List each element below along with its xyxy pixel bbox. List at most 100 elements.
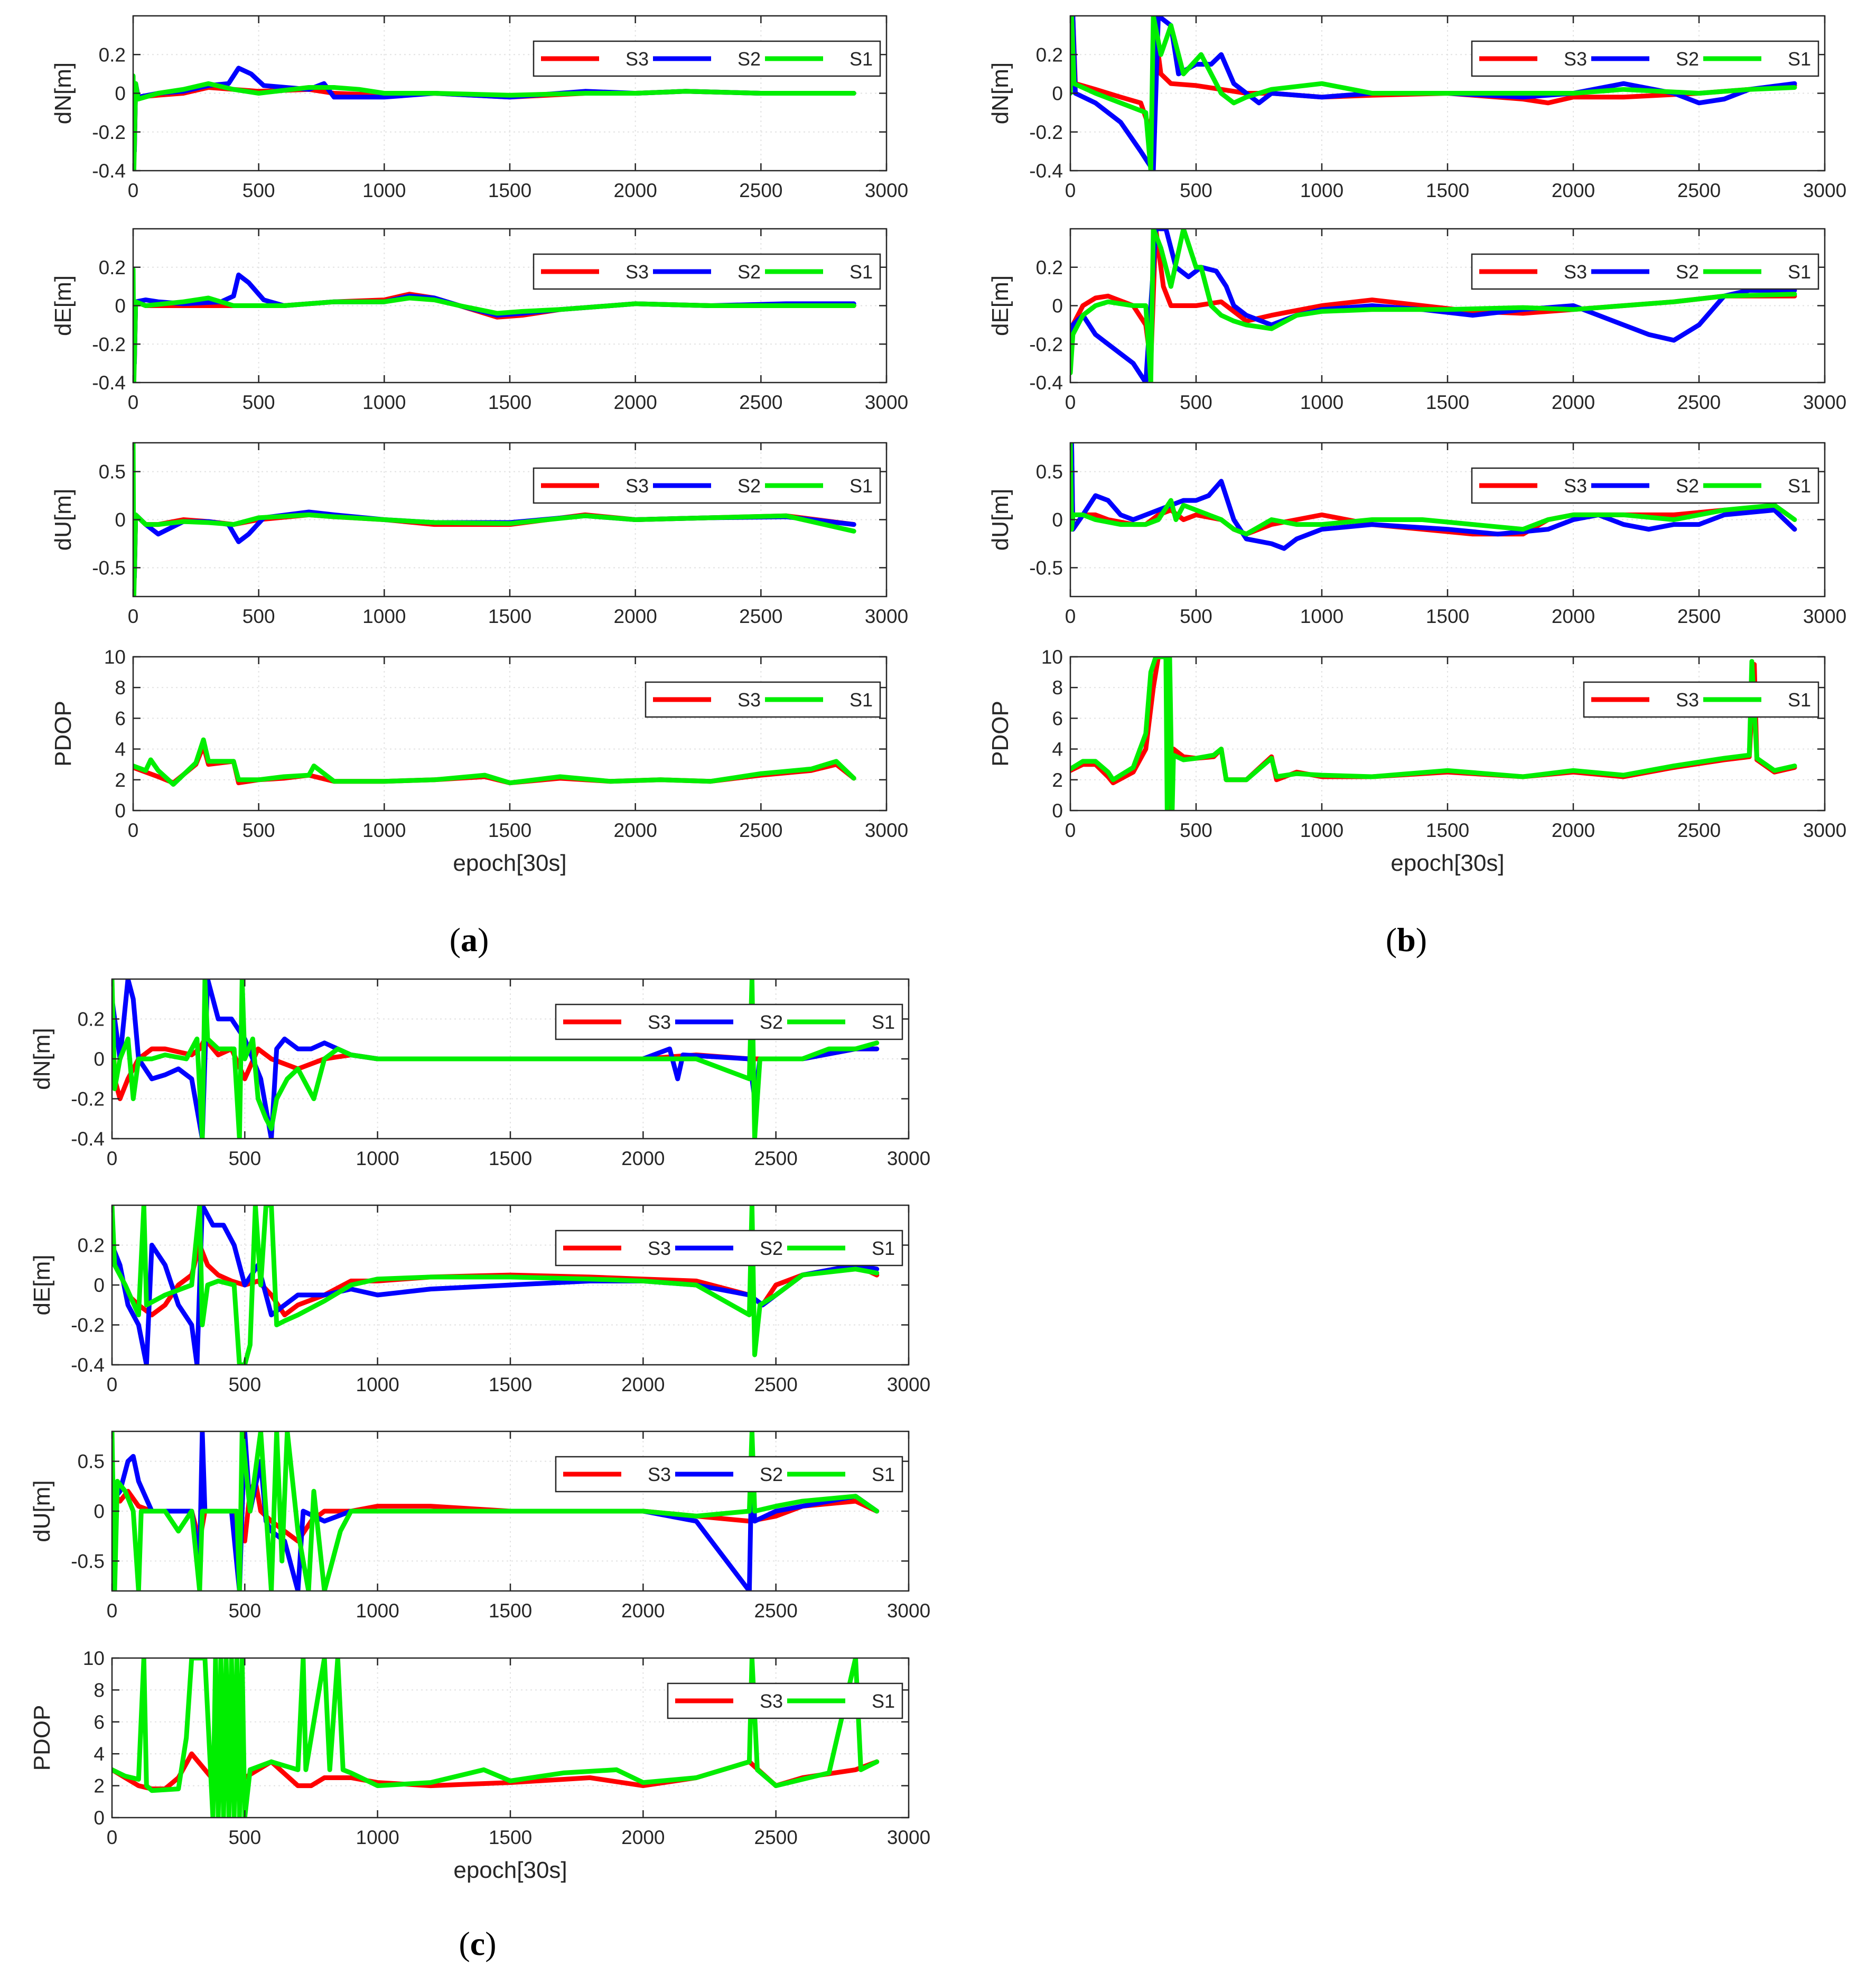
series-line-s2 (112, 1205, 880, 1365)
x-tick-label: 3000 (887, 1600, 930, 1622)
legend-label-s2: S2 (738, 475, 761, 497)
legend-label-s3: S3 (760, 1690, 783, 1712)
series-group (112, 1431, 880, 1591)
x-tick-label: 2000 (614, 606, 657, 627)
series-line-s2 (112, 979, 880, 1139)
x-tick-label: 1500 (1426, 392, 1469, 413)
series-group (133, 266, 856, 383)
legend-label-s1: S1 (1788, 261, 1811, 283)
legend-label-s3: S3 (626, 261, 649, 283)
y-tick-label: 2 (115, 769, 126, 791)
series-line-s1 (1070, 16, 1797, 171)
series-group (133, 443, 856, 597)
legend-label-s3: S3 (648, 1237, 671, 1259)
x-tick-label: 3000 (887, 1148, 930, 1169)
y-tick-label: -0.4 (92, 372, 126, 394)
x-tick-label: 2000 (1552, 820, 1595, 841)
x-tick-label: 0 (128, 180, 139, 201)
x-tick-label: 1000 (362, 606, 406, 627)
y-tick-label: 0 (94, 1807, 105, 1829)
y-tick-label: 0 (94, 1274, 105, 1296)
series-group (1070, 657, 1797, 811)
x-tick-label: 2000 (1552, 606, 1595, 627)
y-tick-label: 0.2 (99, 44, 126, 66)
y-tick-label: -0.4 (71, 1128, 105, 1150)
legend: S3 S2 S1 (555, 1456, 903, 1493)
x-tick-label: 2000 (614, 180, 657, 201)
caption-open-paren: ( (450, 921, 461, 958)
y-tick-label: 0 (115, 509, 126, 531)
caption-close-paren: ) (485, 1925, 496, 1962)
subplot-pdop: 0 500 1000 1500 2000 2500 3000 0 2 4 6 8 10 PDOP epoch… (29, 1647, 930, 1883)
x-tick-label: 500 (228, 1374, 261, 1395)
series-group (112, 1658, 880, 1818)
x-tick-label: 1000 (362, 392, 406, 413)
x-tick-label: 1000 (1300, 820, 1343, 841)
legend-label-s1: S1 (872, 1690, 895, 1712)
x-tick-label: 500 (242, 180, 275, 201)
y-axis-label: dE[m] (29, 1255, 55, 1316)
y-tick-label: -0.2 (71, 1088, 105, 1110)
legend-box (645, 681, 881, 718)
x-axis-label: epoch[30s] (1390, 850, 1504, 876)
y-axis-label: PDOP (29, 1705, 55, 1771)
x-tick-label: 1000 (356, 1600, 399, 1622)
legend-label-s1: S1 (850, 689, 873, 711)
subplot-dum: 0 500 1000 1500 2000 2500 3000-0.500.5dU[m]S3 S… (29, 1430, 930, 1622)
legend: S3 S2 S1 (533, 253, 881, 290)
y-tick-label: 0.2 (78, 1235, 105, 1256)
subplot-dem: 0 500 1000 1500 2000 2500 3000 -0.4 -0.2 0 0.2 dE[m… (987, 228, 1846, 413)
legend-label-s1: S1 (872, 1237, 895, 1259)
legend-label-s2: S2 (738, 48, 761, 70)
legend-label-s2: S2 (1676, 475, 1699, 497)
caption-close-paren: ) (478, 921, 489, 958)
caption-open-paren: ( (1386, 921, 1397, 958)
x-tick-label: 2000 (614, 392, 657, 413)
y-tick-label: -0.4 (92, 160, 126, 182)
y-tick-label: 10 (83, 1647, 105, 1669)
legend: S3 S1 (667, 1682, 903, 1719)
x-tick-label: 1500 (1426, 180, 1469, 201)
x-tick-label: 2500 (1677, 820, 1721, 841)
y-tick-label: 0.5 (1036, 461, 1063, 483)
y-tick-label: 0.5 (78, 1451, 105, 1473)
series-line-s1 (112, 979, 880, 1139)
legend-label-s1: S1 (872, 1011, 895, 1033)
x-tick-label: 500 (1180, 392, 1212, 413)
subplot-dum: 0 500 1000 1500 2000 2500 3000-0.500.5dU[m]S3 S… (987, 442, 1846, 627)
y-axis-label: dU[m] (29, 1480, 55, 1542)
subplot-dnm: 0 500 1000 1500 2000 2500 3000 -0.4 -0.2 0 0.2 dN[m… (987, 15, 1846, 201)
legend: S3 S2 S1 (1471, 40, 1819, 77)
x-tick-label: 0 (128, 606, 139, 627)
y-tick-label: 4 (1052, 739, 1063, 760)
y-axis-label: PDOP (50, 701, 76, 767)
series-line-s1 (133, 443, 856, 597)
x-tick-label: 2500 (754, 1148, 798, 1169)
y-tick-label: 0 (115, 800, 126, 822)
legend-label-s1: S1 (1788, 48, 1811, 70)
y-tick-label: 8 (94, 1679, 105, 1701)
x-tick-label: 2500 (754, 1600, 798, 1622)
series-group (1070, 443, 1797, 551)
x-tick-label: 2500 (739, 180, 782, 201)
x-tick-label: 2500 (1677, 606, 1721, 627)
y-tick-label: 0 (1052, 509, 1063, 531)
legend-label-s1: S1 (850, 261, 873, 283)
legend: S3 S2 S1 (555, 1230, 903, 1267)
y-axis-label: dE[m] (987, 275, 1013, 336)
x-tick-label: 3000 (865, 820, 908, 841)
x-tick-label: 1000 (1300, 180, 1343, 201)
series-line-s1 (1070, 229, 1797, 383)
legend-label-s2: S2 (1676, 48, 1699, 70)
x-tick-label: 0 (128, 820, 139, 841)
x-tick-label: 1500 (1426, 606, 1469, 627)
y-tick-label: 0.2 (1036, 44, 1063, 66)
x-tick-label: 0 (128, 392, 139, 413)
panel-caption: (c) (459, 1925, 496, 1962)
x-tick-label: 1000 (356, 1374, 399, 1395)
y-tick-label: 6 (94, 1711, 105, 1733)
legend: S3 S2 S1 (533, 467, 881, 504)
x-tick-label: 1500 (488, 180, 531, 201)
x-tick-label: 1500 (489, 1374, 532, 1395)
series-line-s1 (133, 266, 856, 383)
